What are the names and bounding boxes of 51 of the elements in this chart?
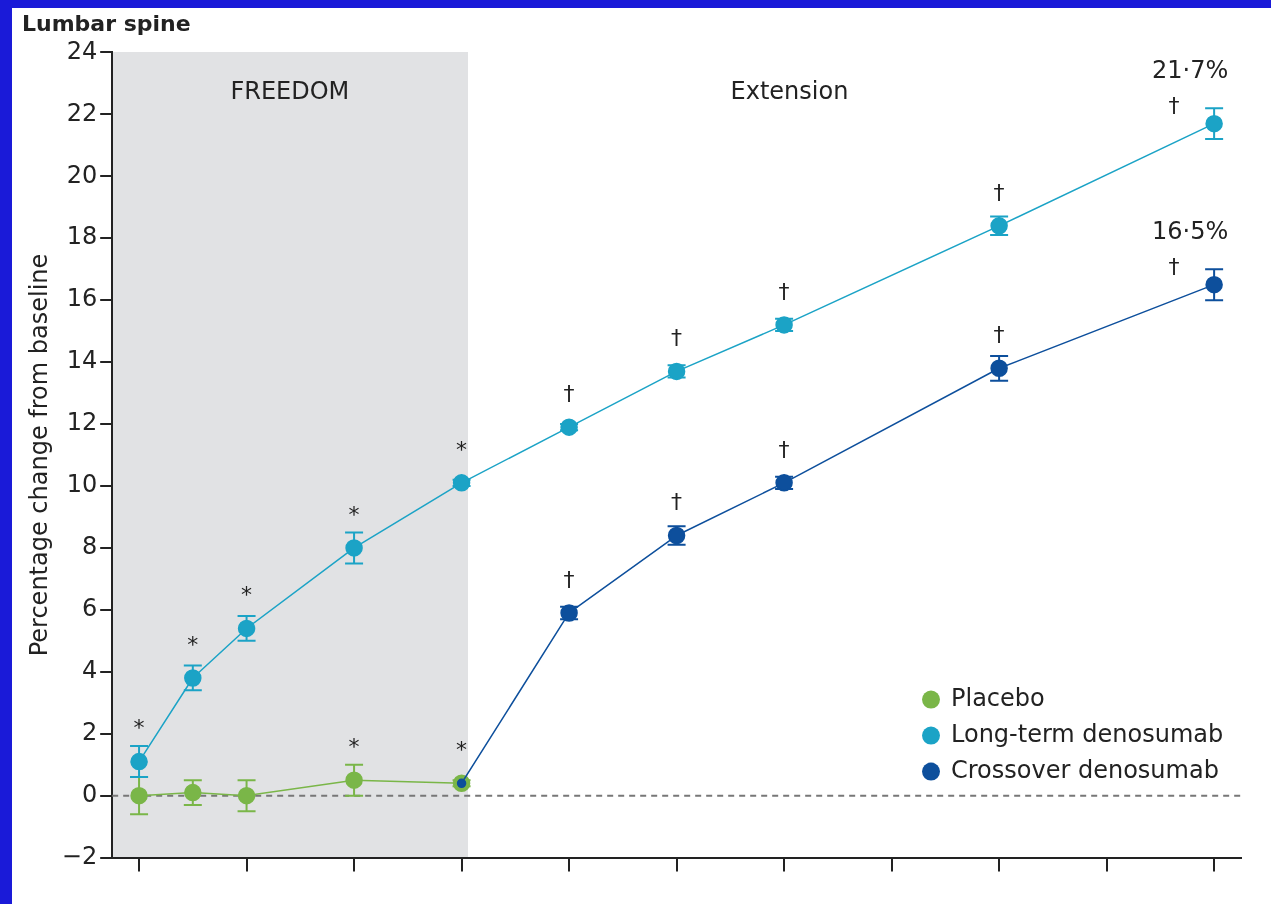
data-label: † <box>993 179 1005 205</box>
annotation: FREEDOM <box>230 76 350 105</box>
y-tick-label: 12 <box>66 408 98 437</box>
y-tick-label: 14 <box>66 346 98 375</box>
annotation: 16·5% <box>1152 216 1229 245</box>
y-tick-label: 4 <box>81 656 98 685</box>
legend-label: Long-term denosumab <box>951 719 1224 748</box>
data-label: † <box>563 380 575 406</box>
point <box>452 474 471 492</box>
y-tick-label: 22 <box>66 98 98 127</box>
data-label: † <box>778 436 790 462</box>
data-label: * <box>133 715 145 741</box>
y-tick-label: 18 <box>66 222 98 251</box>
point <box>560 418 578 436</box>
point <box>990 359 1008 378</box>
y-tick-label: 8 <box>81 532 98 561</box>
data-label: † <box>671 325 683 351</box>
data-label: * <box>187 631 199 657</box>
y-tick-label: 6 <box>81 594 98 623</box>
data-label: * <box>348 733 360 759</box>
point <box>1205 114 1223 133</box>
annotation: Extension <box>730 76 849 105</box>
data-label: † <box>563 566 575 592</box>
data-label: * <box>241 582 253 608</box>
y-tick-label: 20 <box>66 160 98 189</box>
y-tick-label: 24 <box>66 36 98 65</box>
y-tick-label: −2 <box>61 841 98 870</box>
data-label: * <box>456 736 468 762</box>
legend-label: Placebo <box>951 683 1045 712</box>
point <box>130 786 148 805</box>
data-label: † <box>778 278 790 304</box>
data-label: * <box>456 436 468 462</box>
y-axis-title: Percentage change from baseline <box>24 253 53 657</box>
y-tick-label: 0 <box>81 779 98 808</box>
data-label: † <box>671 489 683 515</box>
data-label: † <box>1168 254 1180 280</box>
point <box>130 752 148 771</box>
y-tick-label: 16 <box>66 284 98 313</box>
point <box>184 669 202 687</box>
point <box>237 786 256 805</box>
data-label: † <box>1168 93 1180 119</box>
point <box>345 539 363 557</box>
point <box>345 771 363 789</box>
y-tick-label: 10 <box>66 470 98 499</box>
data-label: * <box>348 501 360 527</box>
point <box>1205 275 1223 294</box>
legend-label: Crossover denosumab <box>951 755 1219 784</box>
chart-title: Lumbar spine <box>22 10 191 36</box>
y-tick-label: 2 <box>81 717 98 746</box>
annotation: 21·7% <box>1152 55 1229 84</box>
data-label: † <box>993 322 1005 347</box>
